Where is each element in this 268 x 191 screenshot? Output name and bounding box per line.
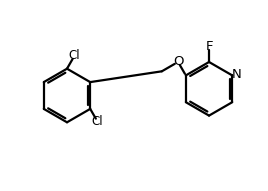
Text: N: N xyxy=(232,68,242,81)
Text: F: F xyxy=(205,40,213,53)
Text: Cl: Cl xyxy=(69,49,80,62)
Text: O: O xyxy=(173,55,183,68)
Text: Cl: Cl xyxy=(92,115,103,128)
